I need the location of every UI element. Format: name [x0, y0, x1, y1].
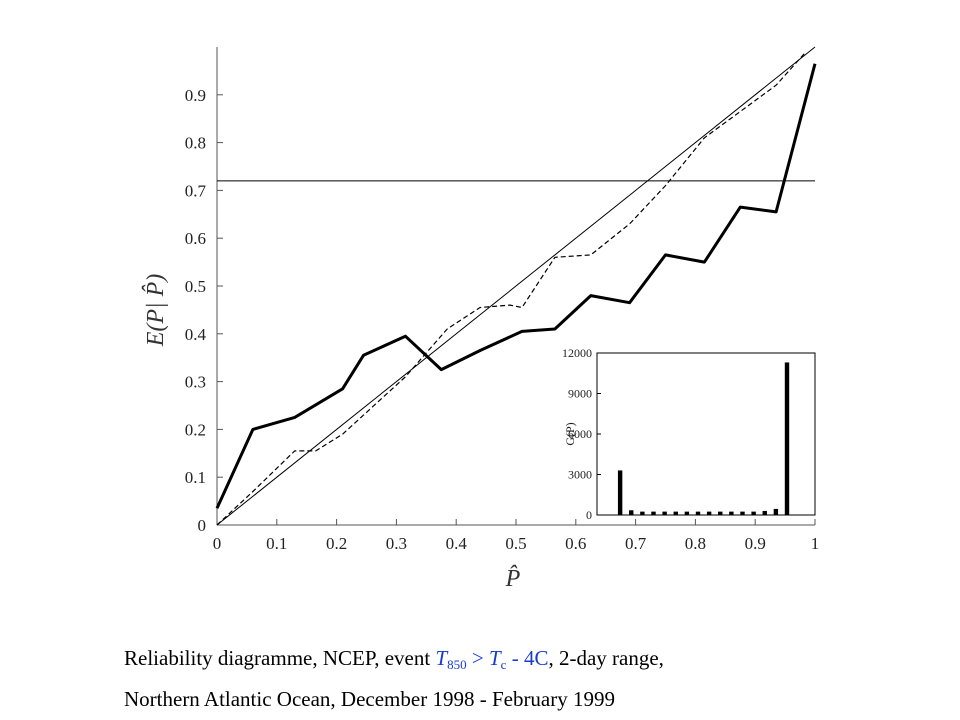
x-tick-label: 0.8	[685, 534, 706, 553]
x-tick-label: 0.1	[266, 534, 287, 553]
caption-prefix: Reliability diagramme, NCEP, event	[124, 646, 436, 670]
inset-bar	[751, 511, 756, 515]
x-tick-label: 0.7	[625, 534, 647, 553]
inset-bar	[762, 510, 767, 515]
y-tick-label: 0.7	[185, 181, 207, 200]
inset-bar	[684, 511, 690, 515]
main-series	[215, 51, 817, 526]
reliability-chart: 0 0.1 0.2 0.3 0.4 0.5 0.6 0.7 0.8 0.9 0 0.1 0.2 0.3 0.…	[142, 46, 820, 592]
inset-y-tick-label: 6000	[568, 427, 592, 441]
caption-tc-symbol: T	[488, 646, 501, 670]
y-tick-label: 0.2	[185, 420, 206, 439]
inset-bar	[662, 511, 667, 515]
perfect-reliability-diagonal	[216, 46, 816, 526]
x-tick-label: 0	[213, 534, 222, 553]
inset-bar	[629, 510, 634, 515]
y-tick-label: 0.1	[185, 468, 206, 487]
x-tick-label: 0.2	[326, 534, 347, 553]
x-tick-label: 0.4	[446, 534, 468, 553]
inset-bar	[617, 470, 623, 515]
reliability-curve-dashed	[216, 51, 807, 526]
inset-bar	[784, 362, 790, 515]
x-axis-title: P̂	[505, 565, 521, 592]
y-tick-label: 0.8	[185, 134, 206, 153]
axis-titles: P̂ E(P| P̂)	[142, 274, 521, 592]
caption-gt: >	[466, 646, 489, 670]
x-tick-label: 0.5	[505, 534, 526, 553]
y-tick-label: 0	[198, 516, 207, 535]
x-tick-label: 0.6	[565, 534, 586, 553]
caption-tc-suffix: - 4C	[506, 646, 549, 670]
x-tick-label: 1	[811, 534, 820, 553]
inset-y-tick-label: 9000	[568, 387, 592, 401]
inset-y-tick-label: 12000	[562, 346, 592, 360]
x-tick-label: 0.3	[386, 534, 407, 553]
inset-y-tick-label: 3000	[568, 468, 592, 482]
caption-tc-subscript: c	[500, 657, 507, 672]
inset-bar	[773, 508, 779, 515]
inset-bar	[740, 511, 745, 515]
inset-histogram: 0 3000 6000 9000 12000 G(P)	[562, 346, 816, 522]
y-tick-label: 0.5	[185, 277, 206, 296]
inset-frame	[596, 352, 816, 516]
caption-suffix: , 2-day range,	[548, 646, 664, 670]
reliability-curve-solid	[215, 63, 817, 509]
inset-bar	[673, 511, 678, 515]
inset-bar	[695, 511, 701, 515]
caption-line-1: Reliability diagramme, NCEP, event T850 …	[124, 641, 664, 682]
inset-bar	[640, 511, 645, 515]
y-tick-label: 0.3	[185, 373, 206, 392]
inset-bar	[706, 511, 712, 515]
caption-event: T850 > Tc - 4C	[435, 646, 549, 672]
caption-t-subscript: 850	[447, 657, 467, 672]
inset-y-axis-title: G(P)	[563, 422, 577, 445]
caption-line-2: Northern Atlantic Ocean, December 1998 -…	[124, 687, 615, 711]
main-axes: 0 0.1 0.2 0.3 0.4 0.5 0.6 0.7 0.8 0.9 0 0.1 0.2 0.3 0.…	[185, 46, 820, 553]
inset-y-tick-label: 0	[586, 508, 592, 522]
inset-bar	[729, 511, 734, 515]
figure-caption: Reliability diagramme, NCEP, event T850 …	[124, 641, 664, 716]
y-tick-label: 0.4	[185, 325, 207, 344]
x-tick-label: 0.9	[745, 534, 766, 553]
y-tick-label: 0.9	[185, 86, 206, 105]
inset-bar	[718, 511, 723, 515]
y-axis-title: E(P| P̂)	[142, 274, 169, 348]
y-tick-label: 0.6	[185, 229, 206, 248]
caption-t-symbol: T	[435, 646, 448, 670]
inset-bar	[651, 511, 656, 515]
